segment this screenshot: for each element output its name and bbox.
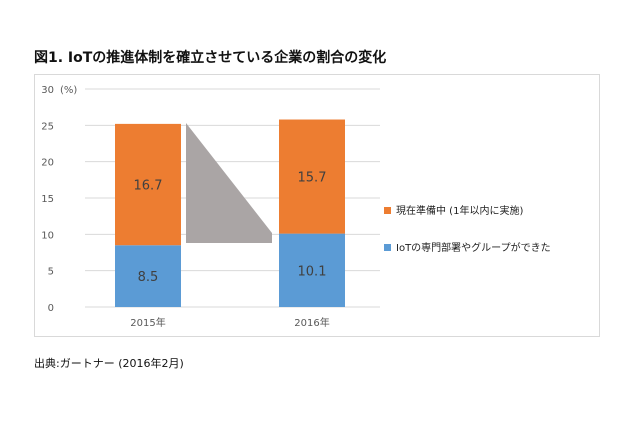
y-tick-label: 25	[41, 121, 54, 132]
x-tick-label: 2015年	[130, 316, 165, 329]
y-tick-label: 10	[41, 230, 54, 241]
y-tick-label: 30	[41, 85, 54, 96]
change-arrow-shape	[186, 123, 272, 243]
data-label: 15.7	[298, 171, 327, 186]
y-tick-label: 0	[48, 303, 54, 314]
x-tick-label: 2016年	[294, 316, 329, 329]
data-label: 10.1	[298, 264, 327, 279]
y-tick-label: 15	[41, 194, 54, 205]
y-axis-ticks: 0 5 10 15 20 25 30	[41, 85, 54, 314]
bar-segment	[279, 233, 345, 307]
data-labels: 8.5 16.7 10.1 15.7	[134, 171, 327, 286]
bar-segment	[279, 119, 345, 234]
y-tick-label: 20	[41, 158, 54, 169]
bars	[115, 119, 345, 307]
legend-swatch	[384, 207, 391, 214]
legend-label: IoTの専門部署やグループができた	[396, 241, 551, 254]
y-tick-label: 5	[48, 267, 54, 278]
y-axis-unit: (%)	[60, 85, 77, 96]
x-axis-ticks: 2015年 2016年	[130, 316, 329, 329]
chart-title: 図1. IoTの推進体制を確立させている企業の割合の変化	[34, 50, 387, 66]
legend: 現在準備中 (1年以内に実施) IoTの専門部署やグループができた	[384, 204, 551, 254]
bar-segment	[115, 123, 181, 246]
legend-label: 現在準備中 (1年以内に実施)	[396, 204, 523, 217]
chart-area	[34, 74, 600, 337]
data-label: 8.5	[138, 270, 159, 285]
bar-segment	[115, 245, 181, 307]
data-label: 16.7	[134, 179, 163, 194]
source-note: 出典:ガートナー (2016年2月)	[34, 357, 184, 370]
legend-swatch	[384, 244, 391, 251]
